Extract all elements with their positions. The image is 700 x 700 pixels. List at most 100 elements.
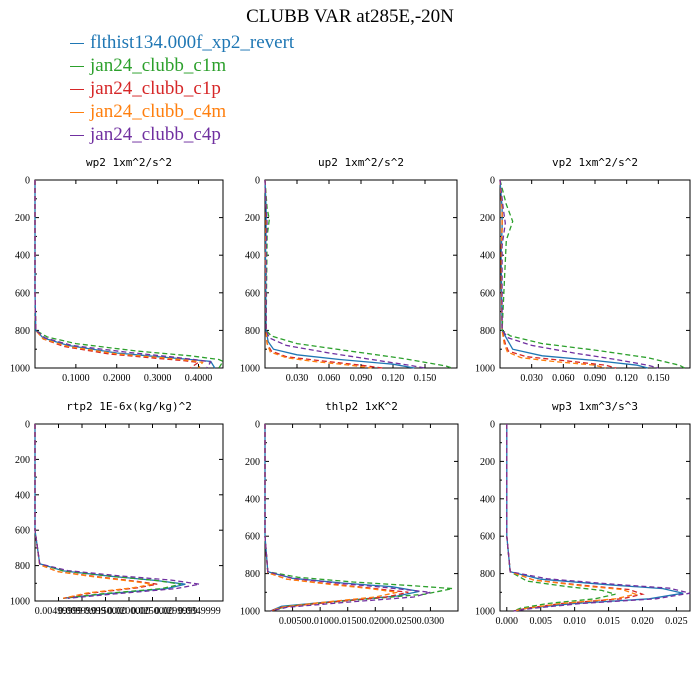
chart-panel: wp2 1xm^2/s^2 0 200 400 600 800 1000 0.1000 0.20…	[10, 156, 224, 384]
y-tick-label: 600	[245, 288, 260, 299]
y-tick-label: 400	[480, 251, 495, 262]
figure-title: CLUBB VAR at285E,-20N	[246, 6, 454, 27]
panel-title: rtp2 1E-6x(kg/kg)^2	[66, 400, 192, 413]
x-tick-label: 0.00499999	[35, 606, 83, 617]
y-tick-label: 800	[15, 561, 30, 572]
series-line	[264, 179, 415, 369]
y-tick-label: 800	[245, 326, 260, 337]
x-tick-label: 0.010	[563, 616, 586, 627]
series-line	[499, 179, 686, 369]
x-tick-label: 0.0299999	[155, 606, 198, 617]
chart-panel: up2 1xm^2/s^2 0 200 400 600 800 1000 0.030 0.060…	[240, 156, 458, 384]
x-tick-label: 0.120	[382, 373, 405, 384]
x-tick-label: 0.0250000	[131, 606, 174, 617]
series-line	[506, 424, 616, 612]
x-tick-label: 0.090	[350, 373, 373, 384]
series-line	[34, 180, 224, 369]
y-tick-label: 1000	[475, 364, 495, 375]
legend-label: jan24_clubb_c1p	[90, 78, 221, 99]
plot-frame	[264, 179, 458, 369]
legend-item: jan24_clubb_c1m	[70, 54, 294, 77]
x-tick-label: 0.0300	[417, 616, 445, 627]
y-tick-label: 600	[15, 526, 30, 537]
y-tick-label: 0	[490, 176, 495, 187]
x-tick-label: 0.150	[414, 373, 437, 384]
plot-frame	[499, 179, 691, 369]
series-line	[34, 424, 158, 599]
series-line	[264, 179, 372, 369]
y-tick-label: 400	[480, 494, 495, 505]
series-line	[264, 179, 426, 369]
series-line	[34, 180, 212, 369]
series-line	[264, 424, 420, 612]
series-line	[499, 179, 606, 369]
y-tick-label: 600	[15, 288, 30, 299]
legend-label: jan24_clubb_c1m	[90, 55, 227, 76]
y-tick-label: 200	[245, 457, 260, 468]
y-tick-label: 1000	[10, 597, 30, 608]
x-tick-label: 0.000	[496, 616, 519, 627]
chart-panel: thlp2 1xK^2 0 200 400 600 800 1000 0.0050 0.0100…	[240, 400, 459, 627]
series-line	[34, 424, 153, 599]
legend-swatch	[70, 89, 84, 91]
series-line	[264, 424, 431, 612]
panel-title: wp2 1xm^2/s^2	[86, 156, 172, 169]
series-line	[34, 424, 186, 599]
x-tick-label: 0.0050	[279, 616, 307, 627]
y-tick-label: 400	[15, 490, 30, 501]
y-tick-label: 600	[480, 532, 495, 543]
x-tick-label: 0.090	[584, 373, 607, 384]
y-tick-label: 0	[255, 420, 260, 431]
series-line	[264, 179, 452, 369]
x-tick-label: 0.0200000	[108, 606, 151, 617]
x-tick-label: 0.120	[615, 373, 638, 384]
y-tick-label: 1000	[475, 607, 495, 618]
x-tick-label: 0.150	[647, 373, 670, 384]
panel-title: thlp2 1xK^2	[325, 400, 398, 413]
x-tick-label: 0.0200	[362, 616, 390, 627]
series-line	[499, 179, 617, 369]
y-tick-label: 1000	[240, 364, 260, 375]
y-tick-label: 800	[480, 326, 495, 337]
y-tick-label: 400	[245, 251, 260, 262]
legend-swatch	[70, 135, 84, 137]
y-tick-label: 200	[15, 455, 30, 466]
chart-panel: vp2 1xm^2/s^2 0 200 400 600 800 1000 0.030 0.060…	[475, 156, 691, 384]
series-line	[34, 424, 200, 599]
y-tick-label: 1000	[240, 607, 260, 618]
legend-item: flthist134.000f_xp2_revert	[70, 31, 294, 54]
y-tick-label: 400	[245, 494, 260, 505]
series-line	[506, 424, 639, 612]
legend-swatch	[70, 43, 84, 45]
chart-panel: rtp2 1E-6x(kg/kg)^2 0 200 400 600 800 1000 0.00…	[10, 400, 224, 617]
legend-label: jan24_clubb_c4m	[90, 101, 227, 122]
y-tick-label: 600	[480, 288, 495, 299]
panel-title: up2 1xm^2/s^2	[318, 156, 404, 169]
y-tick-label: 1000	[10, 364, 30, 375]
series-line	[264, 424, 453, 612]
legend-swatch	[70, 66, 84, 68]
y-tick-label: 200	[15, 213, 30, 224]
plot-frame	[34, 179, 224, 369]
x-tick-label: 0.4000	[185, 373, 213, 384]
x-tick-label: 0.025	[665, 616, 688, 627]
x-tick-label: 0.060	[318, 373, 341, 384]
x-tick-label: 0.030	[520, 373, 543, 384]
y-tick-label: 0	[255, 176, 260, 187]
x-tick-label: 0.2000	[103, 373, 131, 384]
series-line	[506, 424, 645, 612]
panel-title: wp3 1xm^3/s^3	[552, 400, 638, 413]
series-line	[506, 424, 691, 612]
x-tick-label: 0.00999999	[58, 606, 106, 617]
legend-swatch	[70, 112, 84, 114]
legend-item: jan24_clubb_c4p	[70, 123, 294, 146]
x-tick-label: 0.0349999	[178, 606, 221, 617]
y-tick-label: 600	[245, 532, 260, 543]
series-line	[34, 424, 181, 599]
series-line	[499, 179, 659, 369]
x-tick-label: 0.060	[552, 373, 575, 384]
y-tick-label: 800	[245, 569, 260, 580]
legend-item: jan24_clubb_c4m	[70, 100, 294, 123]
